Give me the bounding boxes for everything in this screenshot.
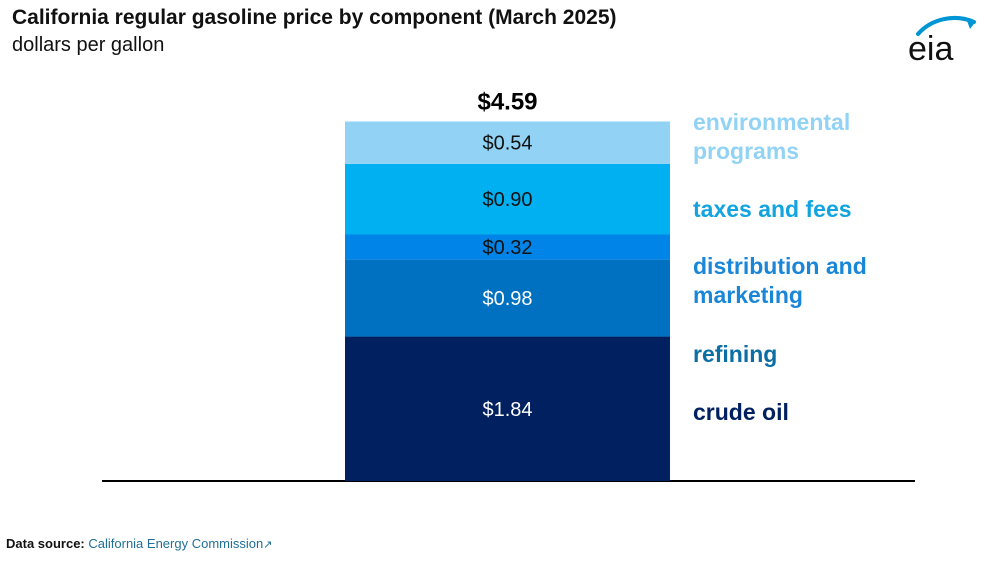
legend-label-environmental-programs: programs <box>693 138 799 164</box>
bar-segment-crude-oil <box>345 336 670 481</box>
total-value-label: $4.59 <box>477 88 537 115</box>
eia-logo-text: eia <box>908 30 953 68</box>
segment-value-label: $0.32 <box>482 237 532 259</box>
legend-label-taxes-and-fees: taxes and fees <box>693 196 852 222</box>
data-source-label: Data source: <box>6 536 85 551</box>
bar-segment-environmental-programs <box>345 121 670 164</box>
data-source-link[interactable]: California Energy Commission <box>88 536 264 551</box>
legend-label-distribution-and-marketing: marketing <box>693 282 803 308</box>
legend-label-crude-oil: crude oil <box>693 399 789 425</box>
segment-value-label: $0.98 <box>482 288 532 310</box>
bar-segment-taxes-and-fees <box>345 163 670 235</box>
legend-label-environmental-programs: environmental <box>693 109 850 135</box>
eia-logo: eia <box>908 16 976 68</box>
segment-value-label: $1.84 <box>482 399 532 421</box>
chart-subtitle: dollars per gallon <box>12 34 165 56</box>
chart-title: California regular gasoline price by com… <box>12 6 617 29</box>
segment-value-label: $0.54 <box>482 133 532 155</box>
bar-segment-refining <box>345 259 670 337</box>
segment-value-label: $0.90 <box>482 189 532 211</box>
bar-segment-distribution-and-marketing <box>345 234 670 260</box>
data-source: Data source: California Energy Commissio… <box>6 536 272 551</box>
external-link-icon[interactable]: ↗ <box>263 539 273 551</box>
legend-label-refining: refining <box>693 341 777 367</box>
legend-label-distribution-and-marketing: distribution and <box>693 253 867 279</box>
